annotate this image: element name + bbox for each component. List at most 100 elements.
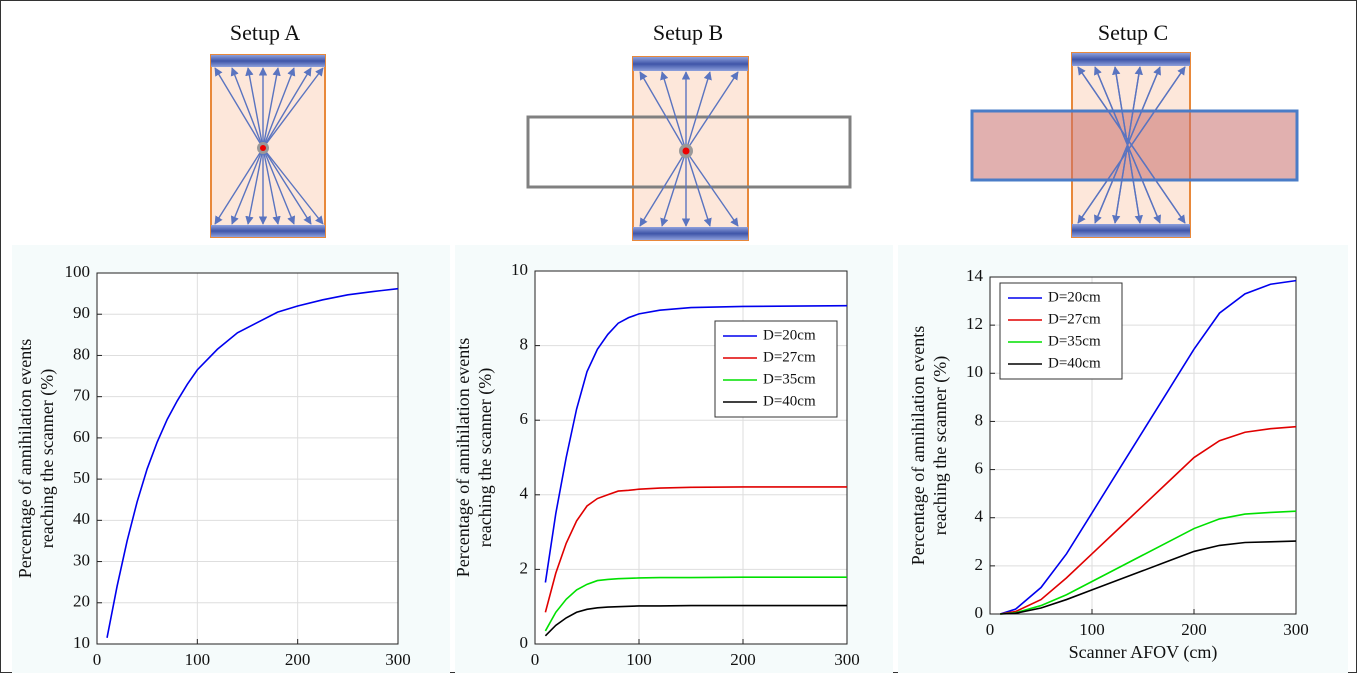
diagram-a bbox=[210, 54, 326, 238]
y-tick-label: 70 bbox=[73, 386, 90, 405]
source-core bbox=[260, 145, 266, 151]
arrow bbox=[230, 147, 264, 225]
x-tick-label: 100 bbox=[626, 650, 652, 669]
y-tick-label: 8 bbox=[520, 335, 529, 354]
y-tick-label: 10 bbox=[511, 260, 528, 279]
x-tick-label: 200 bbox=[730, 650, 756, 669]
x-tick-label: 200 bbox=[1181, 620, 1207, 639]
legend-box bbox=[999, 282, 1123, 380]
detector bbox=[211, 55, 325, 67]
legend-label: D=27cm bbox=[1048, 311, 1101, 327]
arrow bbox=[639, 71, 687, 152]
plot-area bbox=[97, 273, 398, 644]
y-tick-label: 0 bbox=[975, 603, 984, 622]
y-tick-label: 90 bbox=[73, 303, 90, 322]
axes-box bbox=[534, 270, 848, 645]
y-tick-label: 4 bbox=[520, 484, 529, 503]
y-tick-label: 40 bbox=[73, 509, 90, 528]
detector bbox=[211, 225, 325, 237]
detector bbox=[633, 57, 748, 71]
legend-label: D=20cm bbox=[1048, 289, 1101, 305]
data-line bbox=[544, 304, 848, 583]
arrow bbox=[660, 71, 687, 152]
arrow bbox=[262, 147, 281, 225]
arrow bbox=[685, 71, 712, 152]
data-line bbox=[544, 486, 847, 613]
y-tick-label: 10 bbox=[966, 362, 983, 381]
x-tick-label: 200 bbox=[285, 650, 311, 669]
arrow bbox=[685, 71, 739, 152]
arrow bbox=[262, 67, 312, 149]
legend-label: D=20cm bbox=[763, 327, 816, 343]
phantom bbox=[970, 109, 1299, 182]
y-tick-label: 8 bbox=[975, 410, 984, 429]
y-tick-label: 0 bbox=[520, 633, 529, 652]
detector bbox=[633, 227, 748, 240]
data-line bbox=[999, 279, 1297, 615]
y-tick-label: 4 bbox=[975, 507, 984, 526]
x-tick-label: 100 bbox=[185, 650, 211, 669]
arrow bbox=[230, 67, 264, 149]
axes-box bbox=[96, 272, 399, 645]
arrow bbox=[245, 67, 264, 149]
data-line bbox=[1000, 510, 1297, 615]
y-tick-label: 80 bbox=[73, 344, 90, 363]
arrow bbox=[245, 147, 264, 225]
y-axis-label: Percentage of annihilation events bbox=[908, 326, 928, 565]
arrow bbox=[262, 147, 296, 225]
y-axis-label: reaching the scanner (%) bbox=[930, 356, 951, 535]
x-tick-label: 300 bbox=[834, 650, 860, 669]
y-tick-label: 14 bbox=[966, 266, 984, 285]
x-axis-label: Scanner AFOV (cm) bbox=[1069, 642, 1218, 663]
y-axis-label: reaching the scanner (%) bbox=[37, 369, 58, 548]
arrow bbox=[685, 150, 739, 227]
diagram-c bbox=[970, 52, 1299, 238]
arrow bbox=[214, 147, 264, 225]
y-axis-label: reaching the scanner (%) bbox=[475, 368, 496, 547]
x-tick-label: 100 bbox=[1079, 620, 1105, 639]
y-axis-label: Percentage of annihilation events bbox=[15, 339, 35, 578]
legend-label: D=40cm bbox=[763, 393, 816, 409]
y-tick-label: 2 bbox=[975, 555, 984, 574]
y-axis-label: Percentage of annihilation events bbox=[453, 338, 473, 577]
y-tick-label: 100 bbox=[65, 262, 91, 281]
data-line bbox=[1000, 425, 1297, 615]
arrows bbox=[639, 71, 739, 227]
panel-title: Setup B bbox=[653, 20, 723, 45]
y-tick-label: 30 bbox=[73, 550, 90, 569]
arrow bbox=[1077, 66, 1186, 224]
diagram-b bbox=[526, 56, 852, 241]
arrow bbox=[262, 147, 324, 225]
axes-box bbox=[989, 276, 1297, 615]
legend-label: D=27cm bbox=[763, 349, 816, 365]
phantom bbox=[526, 115, 852, 189]
x-tick-label: 0 bbox=[986, 620, 995, 639]
arrow bbox=[685, 150, 712, 227]
data-line bbox=[106, 287, 399, 638]
panel-title: Setup A bbox=[230, 20, 300, 45]
legend-box bbox=[714, 320, 838, 418]
source-core bbox=[682, 147, 690, 155]
x-tick-label: 300 bbox=[385, 650, 411, 669]
data-line bbox=[544, 576, 847, 632]
y-tick-label: 12 bbox=[966, 314, 983, 333]
data-line bbox=[1000, 540, 1297, 615]
x-tick-label: 0 bbox=[531, 650, 540, 669]
y-tick-label: 60 bbox=[73, 427, 90, 446]
x-tick-label: 300 bbox=[1283, 620, 1309, 639]
detector bbox=[1072, 224, 1190, 237]
y-tick-label: 2 bbox=[520, 558, 529, 577]
arrows bbox=[214, 67, 324, 225]
x-tick-label: 0 bbox=[93, 650, 102, 669]
panel-title: Setup C bbox=[1098, 20, 1168, 45]
y-tick-label: 6 bbox=[975, 458, 984, 477]
y-tick-label: 50 bbox=[73, 468, 90, 487]
legend-label: D=35cm bbox=[763, 371, 816, 387]
legend-label: D=35cm bbox=[1048, 333, 1101, 349]
data-line bbox=[544, 604, 847, 637]
arrow bbox=[214, 67, 264, 149]
legend-label: D=40cm bbox=[1048, 355, 1101, 371]
arrow bbox=[660, 150, 687, 227]
arrow bbox=[262, 67, 296, 149]
